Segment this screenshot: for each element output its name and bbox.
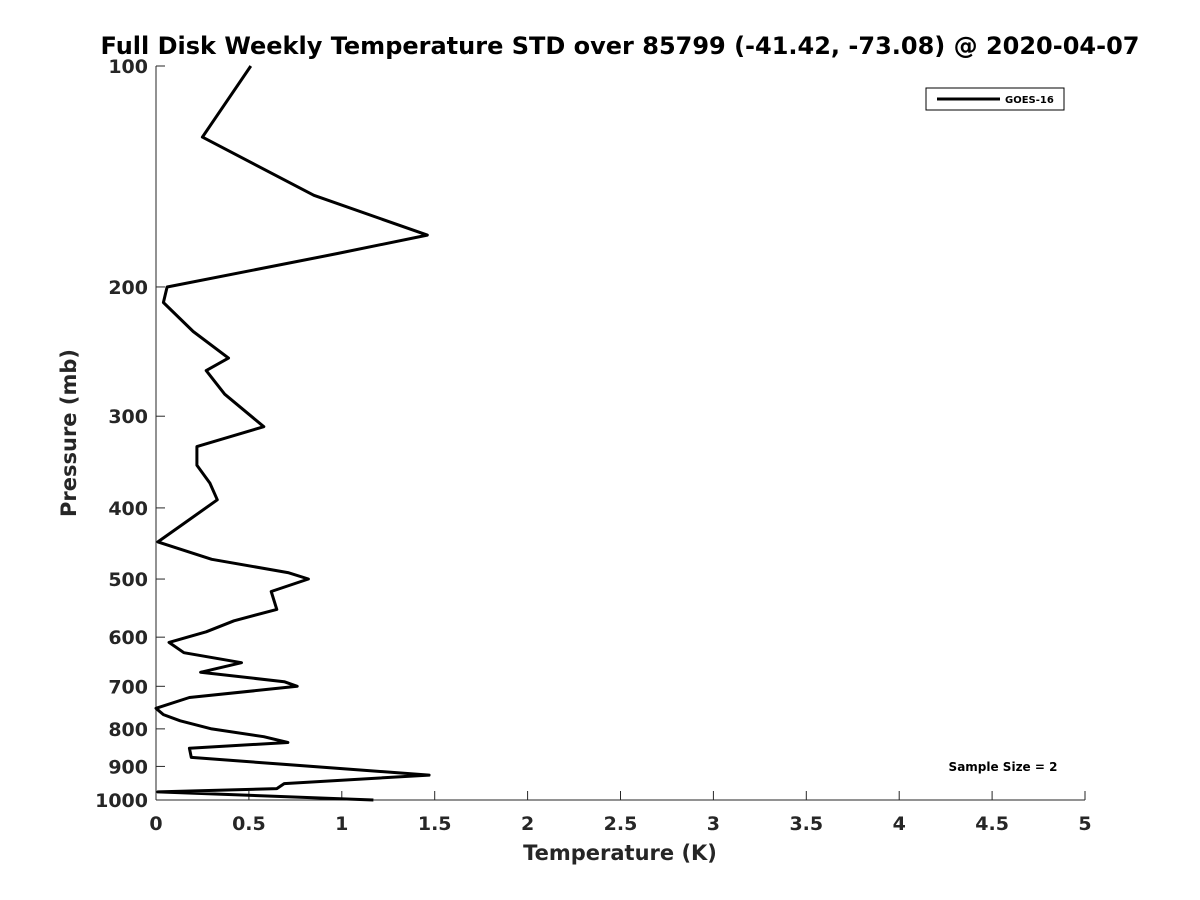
x-tick-label: 0.5 (232, 813, 266, 835)
legend: GOES-16 (925, 87, 1065, 111)
legend-label-goes-16: GOES-16 (1005, 95, 1054, 106)
chart-title: Full Disk Weekly Temperature STD over 85… (101, 32, 1140, 60)
series-line-goes-16 (154, 65, 431, 802)
x-tick-label: 0 (149, 813, 162, 835)
x-tick-label: 4 (893, 813, 906, 835)
y-tick-label: 700 (108, 676, 148, 698)
x-tick-label: 5 (1078, 813, 1091, 835)
y-tick-label: 1000 (95, 790, 148, 812)
x-tick-label: 1 (335, 813, 348, 835)
x-axis-label: Temperature (K) (523, 841, 717, 865)
y-tick-label: 400 (108, 498, 148, 520)
y-tick-label: 800 (108, 719, 148, 741)
x-tick-label: 4.5 (975, 813, 1009, 835)
y-tick-label: 100 (108, 56, 148, 78)
y-axis-label: Pressure (mb) (57, 349, 81, 517)
series-layer (154, 65, 431, 802)
y-axis-ticks: 100 200 300 400 500 600 700 800 900 1000 (95, 56, 165, 812)
x-axis-ticks: 0 0.5 1 1.5 2 2.5 3 3.5 4 4.5 5 (149, 791, 1092, 835)
axes (155, 66, 1085, 801)
x-tick-label: 1.5 (418, 813, 452, 835)
y-tick-label: 200 (108, 277, 148, 299)
x-tick-label: 3 (707, 813, 720, 835)
x-tick-label: 2 (521, 813, 534, 835)
y-tick-label: 600 (108, 627, 148, 649)
x-tick-label: 2.5 (604, 813, 638, 835)
sample-size-annotation: Sample Size = 2 (949, 760, 1058, 774)
x-tick-label: 3.5 (789, 813, 823, 835)
y-tick-label: 900 (108, 756, 148, 778)
y-tick-label: 300 (108, 406, 148, 428)
y-tick-label: 500 (108, 569, 148, 591)
